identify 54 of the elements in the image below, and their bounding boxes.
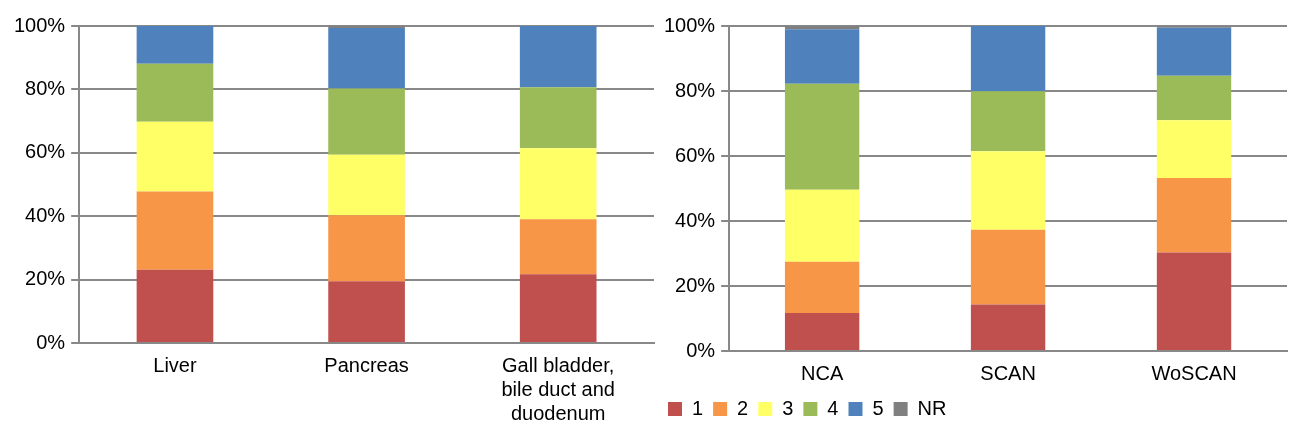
bar [970, 91, 1046, 152]
bar [519, 26, 597, 88]
bar [328, 215, 405, 282]
bar [970, 304, 1046, 350]
bar [328, 27, 405, 89]
bar [328, 154, 405, 216]
bar [136, 191, 214, 270]
y-tick-label: 40% [675, 208, 716, 231]
y-tick-label: 100% [14, 13, 66, 36]
y-tick-label: 60% [675, 143, 716, 166]
bar [1156, 178, 1232, 253]
bar [136, 26, 214, 64]
bar [519, 87, 597, 149]
y-tick-label: 0% [36, 330, 66, 353]
bar [328, 281, 405, 342]
bar [1156, 27, 1232, 76]
bar [136, 121, 214, 192]
bar [328, 88, 405, 155]
legend-label: NR [917, 396, 947, 419]
y-tick-label: 60% [25, 140, 66, 163]
bar [519, 219, 597, 275]
legend-label: 2 [737, 396, 749, 419]
bar [970, 151, 1046, 230]
x-tick-label: Liver [153, 353, 197, 376]
bar [136, 269, 214, 342]
y-tick-label: 40% [25, 203, 66, 226]
legend-label: 3 [782, 396, 794, 419]
bar [784, 312, 860, 350]
legend-label: 1 [692, 396, 704, 419]
x-tick-label: Gall bladder, bile duct and duodenum [501, 353, 615, 424]
y-tick-label: 100% [664, 13, 716, 36]
bar [970, 26, 1046, 92]
x-tick-label: NCA [801, 361, 844, 384]
bar [1156, 252, 1232, 350]
x-tick-label: SCAN [980, 361, 1036, 384]
bar [136, 63, 214, 122]
y-tick-label: 80% [25, 76, 66, 99]
bar [1156, 75, 1232, 121]
legend-label: 5 [872, 396, 884, 419]
bar [784, 29, 860, 84]
x-tick-label: WoSCAN [1151, 361, 1237, 384]
y-tick-label: 20% [25, 267, 66, 290]
bar [784, 261, 860, 313]
bar [519, 148, 597, 220]
x-tick-label: Pancreas [324, 353, 409, 376]
bar [519, 274, 597, 342]
y-tick-label: 80% [675, 78, 716, 101]
y-tick-label: 0% [686, 338, 716, 361]
legend-label: 4 [827, 396, 839, 419]
bar [1156, 120, 1232, 179]
bar [970, 229, 1046, 305]
bar [784, 83, 860, 190]
bar [784, 189, 860, 262]
y-tick-label: 20% [675, 273, 716, 296]
